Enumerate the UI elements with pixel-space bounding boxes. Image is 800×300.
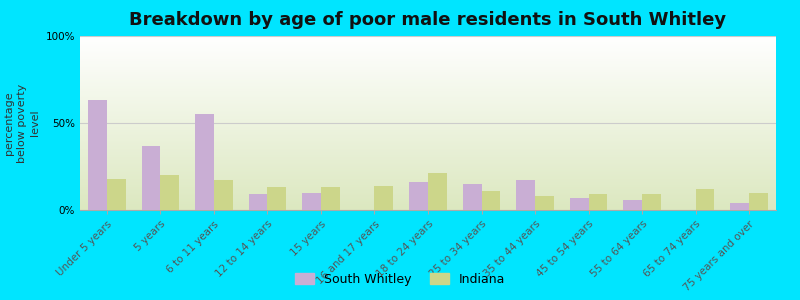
Bar <box>195 114 214 210</box>
Legend: South Whitley, Indiana: South Whitley, Indiana <box>290 268 510 291</box>
Bar <box>462 184 482 210</box>
Bar <box>302 193 321 210</box>
Bar <box>374 186 394 210</box>
Bar <box>570 198 589 210</box>
Y-axis label: percentage
below poverty
level: percentage below poverty level <box>4 83 40 163</box>
Bar <box>642 194 661 210</box>
Bar <box>730 203 750 210</box>
Bar <box>696 189 714 210</box>
Bar <box>88 100 106 210</box>
Bar <box>267 188 286 210</box>
Bar <box>160 175 179 210</box>
Bar <box>410 182 428 210</box>
Title: Breakdown by age of poor male residents in South Whitley: Breakdown by age of poor male residents … <box>130 11 726 29</box>
Bar <box>535 196 554 210</box>
Bar <box>249 194 267 210</box>
Bar <box>428 173 446 210</box>
Bar <box>106 179 126 210</box>
Bar <box>750 193 768 210</box>
Bar <box>589 194 607 210</box>
Bar <box>214 180 233 210</box>
Bar <box>142 146 160 210</box>
Bar <box>482 191 500 210</box>
Bar <box>516 180 535 210</box>
Bar <box>321 188 340 210</box>
Bar <box>623 200 642 210</box>
